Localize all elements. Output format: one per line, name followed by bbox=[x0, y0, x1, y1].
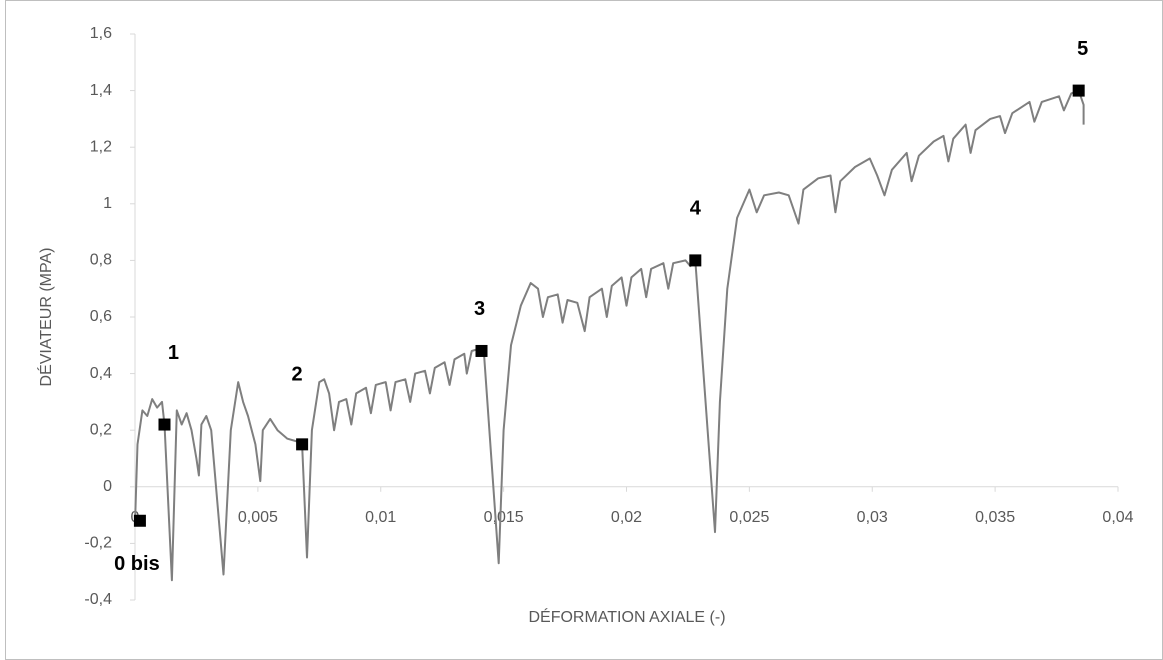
x-tick-label: 0,025 bbox=[729, 509, 769, 526]
point-label: 5 bbox=[1077, 38, 1088, 60]
point-label: 2 bbox=[292, 364, 303, 386]
y-tick-label: 0,6 bbox=[90, 308, 112, 325]
y-tick-label: 0,2 bbox=[90, 421, 112, 438]
point-marker bbox=[689, 254, 702, 267]
point-label: 4 bbox=[690, 198, 702, 220]
x-tick-label: 0,04 bbox=[1102, 509, 1133, 526]
x-tick-label: 0,01 bbox=[365, 509, 396, 526]
point-marker bbox=[158, 418, 171, 431]
point-marker bbox=[1072, 84, 1085, 97]
y-tick-label: -0,2 bbox=[84, 535, 112, 552]
point-marker bbox=[475, 344, 488, 357]
point-marker bbox=[296, 438, 309, 451]
y-tick-label: -0,4 bbox=[84, 591, 112, 608]
y-axis-title: DÉVIATEUR (MPA) bbox=[36, 248, 55, 387]
y-tick-label: 1,6 bbox=[90, 25, 112, 42]
point-marker bbox=[133, 514, 146, 527]
y-tick-label: 0 bbox=[103, 478, 112, 495]
y-tick-label: 0,8 bbox=[90, 252, 112, 269]
y-tick-label: 1,4 bbox=[90, 82, 112, 99]
x-tick-label: 0,005 bbox=[238, 509, 278, 526]
y-tick-label: 0,4 bbox=[90, 365, 112, 382]
point-label: 0 bis bbox=[114, 553, 160, 575]
x-axis-title: DÉFORMATION AXIALE (-) bbox=[528, 607, 725, 626]
point-label: 1 bbox=[168, 342, 179, 364]
x-tick-label: 0,015 bbox=[484, 509, 524, 526]
y-tick-label: 1 bbox=[103, 195, 112, 212]
y-tick-label: 1,2 bbox=[90, 138, 112, 155]
point-label: 3 bbox=[474, 298, 485, 320]
x-tick-label: 0,02 bbox=[611, 509, 642, 526]
x-tick-label: 0,03 bbox=[857, 509, 888, 526]
x-tick-label: 0,035 bbox=[975, 509, 1015, 526]
data-line bbox=[134, 89, 1085, 582]
